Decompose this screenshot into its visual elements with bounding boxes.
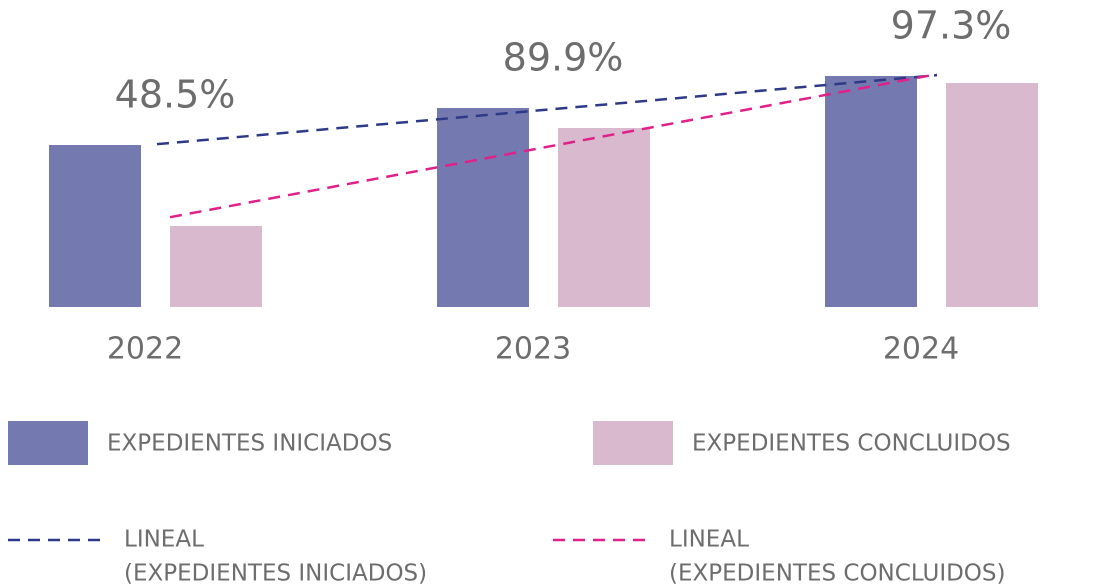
annotation: 97.3%: [891, 4, 1012, 48]
annotation: 89.9%: [503, 36, 624, 80]
legend-label: LINEAL: [124, 527, 204, 553]
trend-line: [156, 73, 938, 146]
x-tick-label: 2023: [495, 332, 571, 367]
annotation: 48.5%: [115, 73, 236, 117]
legend-label: LINEAL: [669, 527, 749, 553]
bar: [946, 83, 1038, 307]
legend-swatch: [8, 421, 88, 465]
legend-label: (EXPEDIENTES INICIADOS): [124, 561, 427, 587]
x-tick-label: 2024: [883, 332, 959, 367]
legend-label: (EXPEDIENTES CONCLUIDOS): [669, 561, 1006, 587]
bar: [825, 76, 917, 307]
bar: [170, 226, 262, 307]
bar: [558, 128, 650, 307]
x-tick-label: 2022: [107, 332, 183, 367]
trend-line: [169, 72, 938, 219]
legend-swatch: [593, 421, 673, 465]
bar: [49, 145, 141, 307]
legend-label: EXPEDIENTES CONCLUIDOS: [692, 431, 1011, 457]
legend-label: EXPEDIENTES INICIADOS: [107, 431, 392, 457]
legend: EXPEDIENTES INICIADOS EXPEDIENTES CONCLU…: [8, 421, 1011, 587]
bar: [437, 108, 529, 307]
